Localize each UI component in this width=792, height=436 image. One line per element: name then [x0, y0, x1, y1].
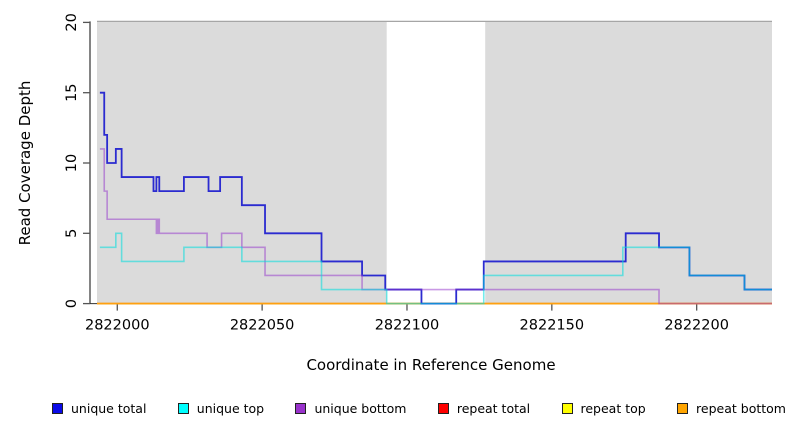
legend-swatch-icon [677, 402, 689, 414]
legend-item-unique-bottom: unique bottom [295, 400, 407, 416]
legend: unique total unique top unique bottom repea… [52, 396, 786, 420]
x-axis-title: Coordinate in Reference Genome [306, 356, 555, 374]
shaded-region [485, 21, 772, 304]
legend-label: repeat top [580, 400, 646, 416]
legend-item-repeat-bottom: repeat bottom [677, 401, 786, 416]
legend-label: unique total [71, 400, 147, 416]
x-tick-label: 2822000 [85, 318, 150, 334]
y-tick-label: 0 [64, 299, 80, 308]
legend-label: unique top [196, 400, 265, 416]
x-tick-label: 2822100 [375, 318, 440, 334]
legend-item-repeat-total: repeat total [437, 400, 531, 416]
shaded-regions [97, 20, 772, 304]
axis-text: Coordinate in Reference Genome Read Cove… [16, 13, 729, 374]
x-tick-label: 2822050 [230, 318, 295, 334]
y-tick-label: 20 [64, 13, 80, 31]
x-tick-label: 2822200 [664, 318, 729, 334]
legend-swatch-icon [177, 402, 189, 414]
legend-label: repeat bottom [696, 400, 786, 416]
series-unique-top [99, 232, 772, 305]
series-lines [97, 91, 772, 305]
series-unique-bottom [99, 148, 772, 305]
y-tick-label: 15 [64, 83, 80, 101]
y-axis-title: Read Coverage Depth [16, 81, 34, 246]
y-tick-label: 10 [64, 154, 80, 172]
legend-label: repeat total [456, 400, 531, 416]
legend-swatch-icon [295, 402, 307, 414]
legend-swatch-icon [437, 402, 449, 414]
legend-swatch-icon [561, 402, 573, 414]
legend-swatch-icon [52, 402, 63, 414]
legend-item-unique-total: unique total [52, 401, 146, 416]
legend-item-unique-top: unique top [177, 400, 265, 416]
y-tick-label: 5 [64, 229, 80, 238]
x-tick-label: 2822150 [520, 318, 585, 334]
legend-item-repeat-top: repeat top [561, 400, 646, 416]
legend-label: unique bottom [314, 400, 407, 416]
